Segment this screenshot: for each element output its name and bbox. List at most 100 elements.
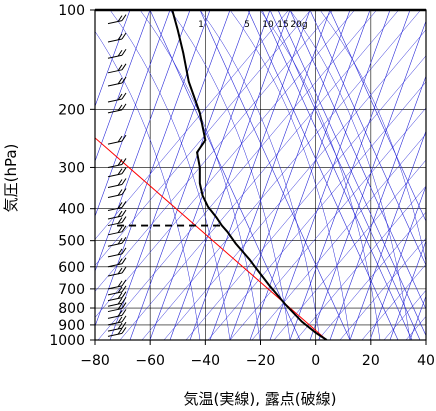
moist-adiabat-line <box>169 10 291 340</box>
y-tick-label: 400 <box>58 202 85 218</box>
mixing-ratio-label: 10 <box>262 20 274 30</box>
wind-barb-staff <box>107 321 123 326</box>
adiabat-line <box>185 55 426 340</box>
isotherm-line <box>95 10 131 108</box>
wind-barb-flag <box>117 189 123 196</box>
wind-barb-staff <box>107 285 123 290</box>
wind-barb-staff <box>107 222 123 227</box>
wind-barb-flag <box>121 14 127 21</box>
wind-barb-staff <box>107 263 123 268</box>
y-tick-label: 500 <box>58 234 85 250</box>
x-tick-label: 40 <box>417 353 435 369</box>
mixing-ratio-line <box>277 10 426 337</box>
isotherm-line <box>430 10 436 340</box>
grid-layer <box>94 9 427 341</box>
isotherm-line <box>189 10 311 340</box>
wind-barb-flag <box>117 33 123 41</box>
moist-adiabat-line <box>319 10 426 263</box>
isotherm-line <box>229 10 351 340</box>
isotherm-line <box>95 10 211 328</box>
mixing-ratio-line <box>289 10 426 310</box>
wind-barb-flag <box>121 279 127 287</box>
moist-adiabat-line <box>109 10 231 340</box>
adiabat-line <box>317 211 426 340</box>
wind-barb-flag <box>117 258 123 266</box>
wind-barb-staff <box>107 173 123 178</box>
wind-barb-flag <box>117 202 123 209</box>
wind-barb-flag <box>121 134 127 142</box>
wind-barb-staff <box>107 272 123 277</box>
isotherm-line <box>209 10 331 340</box>
adiabat-line <box>95 10 355 318</box>
wind-barb-flag <box>117 179 123 186</box>
adiabat-line <box>229 107 426 340</box>
wind-barb-flag <box>118 2 122 8</box>
adiabat-line <box>273 159 426 340</box>
isotherm-line <box>95 10 191 273</box>
wind-barb-flag <box>117 226 123 234</box>
wind-barb-staff <box>107 242 123 247</box>
wind-barb-flag <box>121 158 127 165</box>
moist-adiabat-line <box>229 10 351 340</box>
y-tick-label: 1000 <box>49 333 85 349</box>
y-tick-label: 700 <box>58 282 85 298</box>
isotherm-line <box>269 10 391 340</box>
adiabat-line <box>295 185 426 340</box>
wind-barb-flag <box>121 302 127 309</box>
wind-barb-flag <box>117 267 123 275</box>
wind-barb-flag <box>121 327 127 334</box>
y-tick-label: 300 <box>58 160 85 176</box>
y-axis-title: 気圧(hPa) <box>2 144 20 213</box>
wind-barb-flag <box>121 237 127 244</box>
moist-adiabat-line <box>139 10 261 340</box>
mixing-ratio-label: 20g <box>290 20 307 30</box>
wind-barb-flag <box>117 286 123 294</box>
wind-barb-flag <box>117 77 123 85</box>
wind-barb-staff <box>107 20 123 25</box>
temperature-line <box>171 10 328 340</box>
wind-barb-flag <box>117 168 123 175</box>
mixing-ratio-line <box>199 10 351 340</box>
adiabat-line <box>163 29 426 340</box>
wind-barb-staff <box>107 253 123 258</box>
wind-barb-flag <box>121 291 127 298</box>
mixing-ratio-line <box>261 10 413 340</box>
y-tick-label: 600 <box>58 260 85 276</box>
mixing-ratio-line <box>247 10 399 340</box>
mixing-ratio-label: 1 <box>198 20 204 30</box>
mixing-ratio-line <box>269 10 421 340</box>
wind-barb-flag <box>121 216 127 223</box>
wind-barb-flag <box>117 328 123 335</box>
x-tick-label: −20 <box>246 353 276 369</box>
wind-barb-flag <box>117 217 123 224</box>
mixing-ratio-label: 15 <box>277 20 288 30</box>
isotherm-line <box>169 10 291 340</box>
x-tick-label: −60 <box>135 353 165 369</box>
wind-barb-staff <box>107 215 123 220</box>
isotherm-line <box>289 10 411 340</box>
wind-barb-flag <box>117 310 123 317</box>
wind-barb-flag <box>121 188 127 195</box>
mixing-ratio-line <box>329 10 426 222</box>
wind-barb-flag <box>117 15 123 22</box>
isotherm-line <box>95 10 171 218</box>
wind-barb-flag <box>117 238 123 245</box>
x-tick-label: −80 <box>80 353 110 369</box>
wind-barb-staff <box>107 231 123 236</box>
x-tick-label: 20 <box>362 353 380 369</box>
isotherm-line <box>149 10 271 340</box>
isotherm-line <box>249 10 371 340</box>
isotherm-line <box>95 10 151 163</box>
wind-barb-flag <box>117 210 123 218</box>
wind-barb-flag <box>117 316 123 324</box>
wind-barb-flag <box>121 257 127 265</box>
wind-barb-staff <box>107 302 123 307</box>
isotherm-line <box>109 10 231 340</box>
wind-barb-flag <box>121 178 127 185</box>
moist-adiabat-line <box>199 10 321 340</box>
wind-barb-flag <box>117 248 123 256</box>
adiabat-line <box>361 263 426 340</box>
isotherm-line <box>129 10 251 340</box>
isotherm-layer <box>95 10 436 340</box>
wind-barb-flag <box>117 322 123 330</box>
